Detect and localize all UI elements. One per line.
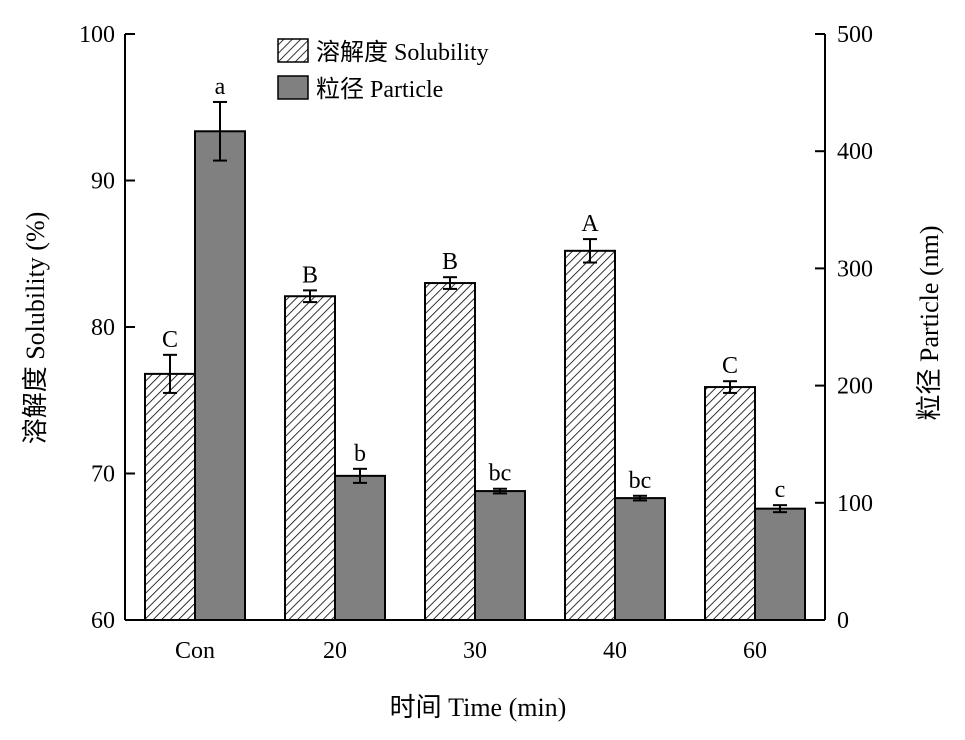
legend: 溶解度 Solubility 粒径 Particle xyxy=(277,38,489,103)
solubility-bar-30 xyxy=(424,282,476,621)
legend-swatch-solubility xyxy=(277,38,309,63)
x-tick-label-30: 30 xyxy=(463,638,487,664)
y-axis-title-left: 溶解度 Solubility (%) xyxy=(21,212,50,445)
y-tick-label-left-80: 80 xyxy=(91,315,115,341)
particle-label-40: bc xyxy=(629,468,652,494)
solubility-label-60: C xyxy=(722,353,738,379)
y-tick-label-right-0: 0 xyxy=(837,608,849,634)
solubility-label-40: A xyxy=(581,211,599,237)
particle-error-60 xyxy=(773,504,787,514)
particle-bar-30 xyxy=(474,490,526,621)
particle-error-30 xyxy=(493,487,507,495)
y-tick-label-left-100: 100 xyxy=(79,22,115,48)
y-tick-label-left-90: 90 xyxy=(91,169,115,195)
solubility-label-30: B xyxy=(442,249,458,275)
x-axis-title: 时间 Time (min) xyxy=(390,693,567,722)
particle-bar-Con xyxy=(194,130,246,621)
solubility-error-Con xyxy=(163,353,177,394)
solubility-label-20: B xyxy=(302,262,318,288)
particle-label-20: b xyxy=(354,441,366,467)
solubility-error-60 xyxy=(723,380,737,394)
x-tick-label-20: 20 xyxy=(323,638,347,664)
solubility-error-30 xyxy=(443,276,457,290)
solubility-bar-Con xyxy=(144,372,196,621)
particle-error-20 xyxy=(353,467,367,484)
particle-label-Con: a xyxy=(215,74,226,100)
solubility-error-20 xyxy=(303,289,317,304)
particle-bar-20 xyxy=(334,474,386,621)
particle-label-30: bc xyxy=(489,461,512,487)
solubility-bar-60 xyxy=(704,386,756,621)
x-tick-label-Con: Con xyxy=(175,638,215,664)
x-tick-label-60: 60 xyxy=(743,638,767,664)
particle-error-Con xyxy=(213,100,227,162)
particle-bar-60 xyxy=(754,507,806,621)
legend-label-solubility: 溶解度 Solubility xyxy=(316,39,489,66)
y-axis-title-right: 粒径 Particle (nm) xyxy=(915,226,944,421)
particle-label-60: c xyxy=(775,477,786,503)
solubility-label-Con: C xyxy=(162,327,178,353)
y-tick-label-right-100: 100 xyxy=(837,491,873,517)
solubility-bar-20 xyxy=(284,295,336,621)
y-tick-label-right-500: 500 xyxy=(837,22,873,48)
solubility-bar-40 xyxy=(564,249,616,621)
legend-label-particle: 粒径 Particle xyxy=(316,76,443,103)
y-tick-label-left-70: 70 xyxy=(91,462,115,488)
y-tick-label-right-300: 300 xyxy=(837,256,873,282)
legend-swatch-particle xyxy=(277,75,309,100)
particle-bar-40 xyxy=(614,497,666,621)
particle-error-40 xyxy=(633,494,647,502)
solubility-error-40 xyxy=(583,238,597,264)
x-tick-label-40: 40 xyxy=(603,638,627,664)
y-tick-label-right-400: 400 xyxy=(837,139,873,165)
y-tick-label-right-200: 200 xyxy=(837,374,873,400)
y-tick-label-left-60: 60 xyxy=(91,608,115,634)
